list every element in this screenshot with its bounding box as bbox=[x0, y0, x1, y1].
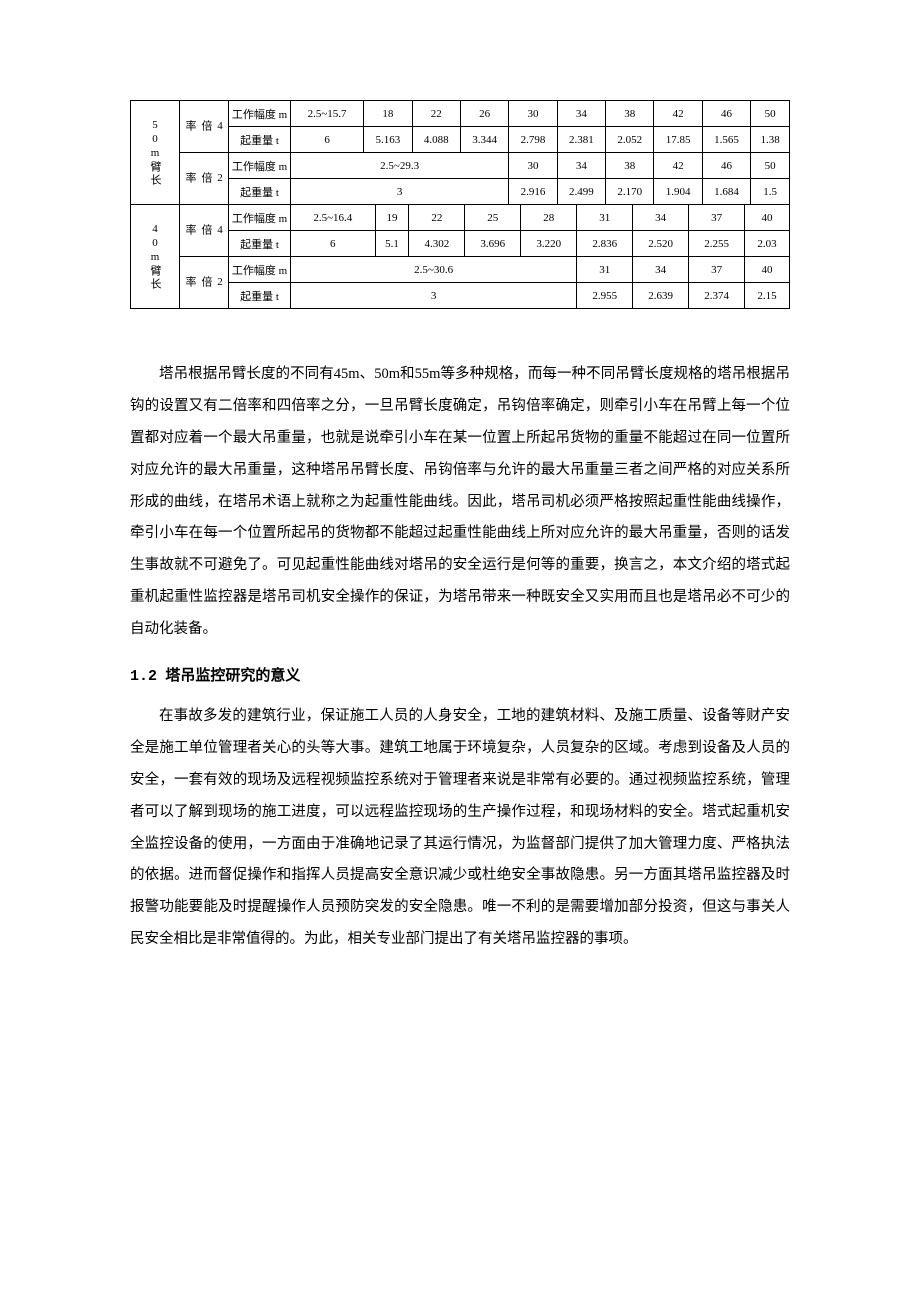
cell: 42 bbox=[654, 101, 702, 127]
cell: 5.163 bbox=[364, 127, 412, 153]
cell: 2.520 bbox=[633, 231, 689, 257]
cell: 2.15 bbox=[745, 283, 790, 309]
table-row: 2倍率 工作幅度 m 2.5~29.3 30 34 38 42 46 50 bbox=[131, 153, 790, 179]
row-label: 工作幅度 m bbox=[229, 205, 291, 231]
cell: 2.5~29.3 bbox=[291, 153, 509, 179]
table-row: 起重量 t 3 2.955 2.639 2.374 2.15 bbox=[131, 283, 790, 309]
row-label: 起重量 t bbox=[229, 283, 291, 309]
cell: 3.696 bbox=[465, 231, 521, 257]
cell: 34 bbox=[557, 153, 605, 179]
rate-4: 4倍率 bbox=[180, 101, 229, 153]
cell: 34 bbox=[633, 205, 689, 231]
cell: 25 bbox=[465, 205, 521, 231]
table-row: 2倍率 工作幅度 m 2.5~30.6 31 34 37 40 bbox=[131, 257, 790, 283]
cell: 30 bbox=[509, 101, 557, 127]
cell: 2.955 bbox=[577, 283, 633, 309]
table-50m: 50m臂长 4倍率 工作幅度 m 2.5~15.7 18 22 26 30 34… bbox=[130, 100, 790, 205]
cell: 2.374 bbox=[689, 283, 745, 309]
cell: 4.302 bbox=[409, 231, 465, 257]
cell: 50 bbox=[751, 153, 790, 179]
cell: 2.170 bbox=[606, 179, 654, 205]
cell: 2.916 bbox=[509, 179, 557, 205]
cell: 2.381 bbox=[557, 127, 605, 153]
section-number: 1.2 bbox=[130, 668, 157, 685]
row-label: 工作幅度 m bbox=[229, 153, 291, 179]
cell: 5.1 bbox=[375, 231, 409, 257]
cell: 3.344 bbox=[460, 127, 508, 153]
cell: 2.836 bbox=[577, 231, 633, 257]
cell: 2.255 bbox=[689, 231, 745, 257]
cell: 31 bbox=[577, 257, 633, 283]
row-label: 工作幅度 m bbox=[229, 257, 291, 283]
cell: 18 bbox=[364, 101, 412, 127]
cell: 2.639 bbox=[633, 283, 689, 309]
cell: 19 bbox=[375, 205, 409, 231]
cell: 38 bbox=[606, 153, 654, 179]
cell: 1.5 bbox=[751, 179, 790, 205]
rate-4: 4倍率 bbox=[180, 205, 229, 257]
cell: 2.03 bbox=[745, 231, 790, 257]
cell: 50 bbox=[751, 101, 790, 127]
section-heading: 1.2 塔吊监控研究的意义 bbox=[130, 664, 790, 685]
cell: 34 bbox=[633, 257, 689, 283]
cell: 2.5~30.6 bbox=[291, 257, 577, 283]
body-paragraph: 塔吊根据吊臂长度的不同有45m、50m和55m等多种规格，而每一种不同吊臂长度规… bbox=[130, 359, 790, 646]
cell: 22 bbox=[412, 101, 460, 127]
cell: 6 bbox=[291, 231, 376, 257]
arm-length-40: 40m臂长 bbox=[131, 205, 180, 309]
cell: 1.565 bbox=[702, 127, 750, 153]
rate-2: 2倍率 bbox=[180, 153, 229, 205]
section-title: 塔吊监控研究的意义 bbox=[165, 667, 300, 684]
cell: 34 bbox=[557, 101, 605, 127]
body-paragraph: 在事故多发的建筑行业，保证施工人员的人身安全，工地的建筑材料、及施工质量、设备等… bbox=[130, 701, 790, 956]
row-label: 起重量 t bbox=[229, 127, 291, 153]
cell: 3 bbox=[291, 179, 509, 205]
cell: 1.38 bbox=[751, 127, 790, 153]
table-row: 起重量 t 3 2.916 2.499 2.170 1.904 1.684 1.… bbox=[131, 179, 790, 205]
row-label: 工作幅度 m bbox=[229, 101, 291, 127]
rate-2: 2倍率 bbox=[180, 257, 229, 309]
cell: 38 bbox=[606, 101, 654, 127]
cell: 28 bbox=[521, 205, 577, 231]
paragraph-1: 塔吊根据吊臂长度的不同有45m、50m和55m等多种规格，而每一种不同吊臂长度规… bbox=[130, 359, 790, 646]
cell: 1.904 bbox=[654, 179, 702, 205]
cell: 2.798 bbox=[509, 127, 557, 153]
cell: 2.052 bbox=[606, 127, 654, 153]
cell: 1.684 bbox=[702, 179, 750, 205]
row-label: 起重量 t bbox=[229, 179, 291, 205]
cell: 30 bbox=[509, 153, 557, 179]
arm-length-50: 50m臂长 bbox=[131, 101, 180, 205]
cell: 42 bbox=[654, 153, 702, 179]
cell: 37 bbox=[689, 205, 745, 231]
cell: 22 bbox=[409, 205, 465, 231]
spec-tables: 50m臂长 4倍率 工作幅度 m 2.5~15.7 18 22 26 30 34… bbox=[130, 100, 790, 309]
cell: 3 bbox=[291, 283, 577, 309]
cell: 37 bbox=[689, 257, 745, 283]
cell: 2.5~16.4 bbox=[291, 205, 376, 231]
cell: 3.220 bbox=[521, 231, 577, 257]
cell: 46 bbox=[702, 101, 750, 127]
cell: 46 bbox=[702, 153, 750, 179]
cell: 4.088 bbox=[412, 127, 460, 153]
cell: 17.85 bbox=[654, 127, 702, 153]
cell: 26 bbox=[460, 101, 508, 127]
cell: 2.499 bbox=[557, 179, 605, 205]
table-row: 40m臂长 4倍率 工作幅度 m 2.5~16.4 19 22 25 28 31… bbox=[131, 205, 790, 231]
cell: 40 bbox=[745, 205, 790, 231]
cell: 40 bbox=[745, 257, 790, 283]
table-40m: 40m臂长 4倍率 工作幅度 m 2.5~16.4 19 22 25 28 31… bbox=[130, 204, 790, 309]
table-row: 起重量 t 6 5.1 4.302 3.696 3.220 2.836 2.52… bbox=[131, 231, 790, 257]
cell: 2.5~15.7 bbox=[291, 101, 364, 127]
cell: 31 bbox=[577, 205, 633, 231]
cell: 6 bbox=[291, 127, 364, 153]
table-row: 起重量 t 6 5.163 4.088 3.344 2.798 2.381 2.… bbox=[131, 127, 790, 153]
paragraph-2: 在事故多发的建筑行业，保证施工人员的人身安全，工地的建筑材料、及施工质量、设备等… bbox=[130, 701, 790, 956]
table-row: 50m臂长 4倍率 工作幅度 m 2.5~15.7 18 22 26 30 34… bbox=[131, 101, 790, 127]
row-label: 起重量 t bbox=[229, 231, 291, 257]
